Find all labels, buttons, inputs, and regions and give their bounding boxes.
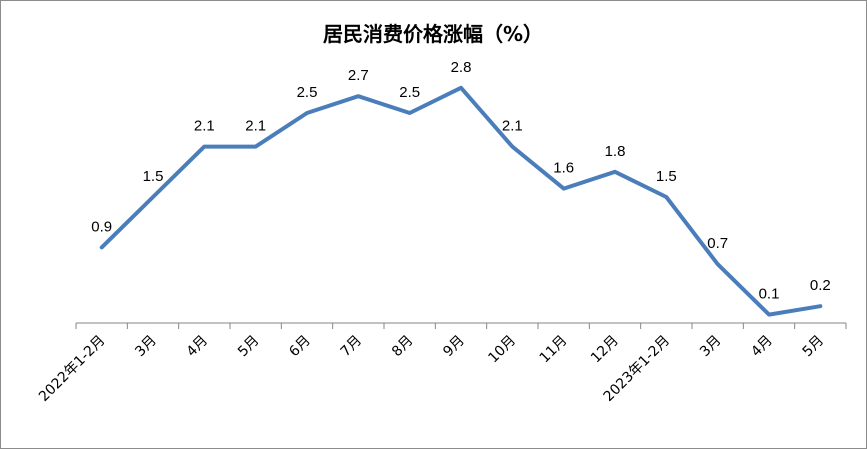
data-label: 2.8 [451,59,472,76]
x-tick-label: 2022年1-2月 [36,333,108,405]
data-label: 2.1 [245,118,266,135]
x-tick-label: 3月 [697,333,725,361]
x-tick-label: 6月 [286,333,314,361]
data-label: 0.7 [707,235,728,252]
data-label: 2.1 [502,118,523,135]
data-label: 2.5 [297,84,318,101]
data-label: 2.1 [194,118,215,135]
chart-title: 居民消费价格涨幅（%） [323,22,543,46]
x-tick-label: 3月 [132,333,160,361]
data-label: 1.5 [143,168,164,185]
x-tick-label: 4月 [748,333,776,361]
data-label: 1.8 [605,143,626,160]
data-label: 2.5 [399,84,420,101]
x-tick-label: 7月 [338,333,366,361]
data-label: 0.1 [759,286,780,303]
x-tick-label: 12月 [588,333,622,367]
series [99,85,823,317]
data-label: 0.9 [91,218,112,235]
x-axis [75,322,847,329]
x-tick-label: 5月 [800,333,828,361]
x-tick-label: 8月 [389,333,417,361]
x-tick-label: 4月 [184,333,212,361]
x-tick-label: 11月 [537,333,571,367]
x-tick-label: 10月 [485,333,519,367]
x-tick-labels: 2022年1-2月 3月 4月 5月 6月 7月 8月 9月 10月 11月 12月2023年1-2… [36,333,827,405]
data-label: 2.7 [348,67,369,84]
data-label: 0.2 [810,277,831,294]
data-labels: 0.9 1.5 2.1 2.1 2.5 2.7 2.5 2.8 2.1 1.6 1.8 1.5 0.7 0… [91,59,831,303]
data-label: 1.5 [656,168,677,185]
x-tick-label: 9月 [440,333,468,361]
series-line [99,85,823,317]
x-tick-label: 5月 [235,333,263,361]
data-label: 1.6 [553,160,574,177]
